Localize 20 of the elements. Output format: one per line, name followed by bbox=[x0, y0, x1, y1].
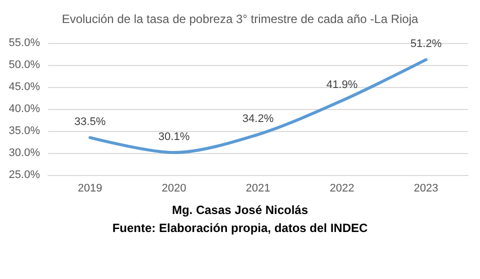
data-label: 41.9% bbox=[326, 79, 358, 92]
data-label: 30.1% bbox=[158, 131, 190, 144]
y-tick-label: 25.0% bbox=[8, 169, 40, 181]
y-tick-label: 40.0% bbox=[8, 103, 40, 115]
y-tick-label: 30.0% bbox=[8, 147, 40, 159]
x-tick-label: 2019 bbox=[78, 182, 102, 194]
x-tick-label: 2020 bbox=[162, 182, 186, 194]
x-tick-label: 2022 bbox=[330, 182, 354, 194]
x-tick-label: 2021 bbox=[246, 182, 270, 194]
y-tick-label: 50.0% bbox=[8, 59, 40, 71]
source-note: Fuente: Elaboración propia, datos del INDEC bbox=[112, 221, 368, 235]
data-label: 33.5% bbox=[74, 116, 106, 128]
y-tick-label: 55.0% bbox=[8, 37, 40, 49]
chart-title: Evolución de la tasa de pobreza 3° trimestre de cada año -La Rioja bbox=[62, 12, 418, 26]
y-tick-label: 45.0% bbox=[8, 81, 40, 93]
y-tick-label: 35.0% bbox=[8, 125, 40, 137]
data-label: 34.2% bbox=[242, 113, 274, 126]
text: Mg. Casas José Nicolás bbox=[172, 203, 308, 217]
data-label: 51.2% bbox=[410, 38, 442, 50]
x-tick-label: 2023 bbox=[414, 182, 438, 194]
